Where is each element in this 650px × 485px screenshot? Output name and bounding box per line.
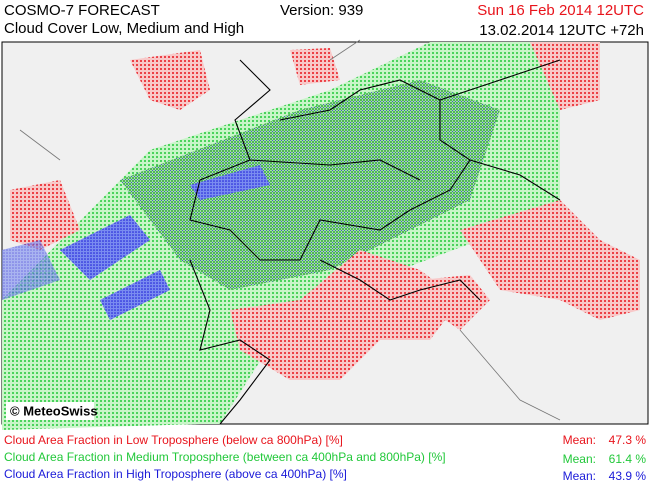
legend-label: Cloud Area Fraction in High Troposphere … xyxy=(4,467,347,481)
low-cloud xyxy=(130,50,210,110)
legend: Cloud Area Fraction in Low Troposphere (… xyxy=(4,433,646,483)
low-cloud xyxy=(420,275,490,330)
low-cloud xyxy=(230,250,460,380)
mean-value: 47.3 % xyxy=(609,433,647,447)
low-cloud xyxy=(530,42,600,110)
map: © MeteoSwiss xyxy=(1,39,649,430)
mean-label: Mean: xyxy=(563,433,596,447)
legend-label: Cloud Area Fraction in Medium Tropospher… xyxy=(4,450,446,464)
high-cloud xyxy=(100,270,170,320)
version: Version: 939 xyxy=(280,2,364,19)
high-cloud xyxy=(2,240,60,300)
low-cloud xyxy=(290,48,340,85)
model-name: COSMO-7 FORECAST xyxy=(4,2,160,19)
low-cloud xyxy=(460,200,640,320)
mean-value: 43.9 % xyxy=(609,469,647,483)
borders xyxy=(189,59,561,425)
coastlines xyxy=(19,39,561,421)
high-cloud xyxy=(190,165,270,200)
copyright-box xyxy=(6,402,94,420)
low-cloud xyxy=(10,180,80,250)
legend-label: Cloud Area Fraction in Low Troposphere (… xyxy=(4,433,343,447)
mean-label: Mean: xyxy=(563,469,596,483)
subtitle: Cloud Cover Low, Medium and High xyxy=(4,20,245,37)
copyright: © MeteoSwiss xyxy=(10,403,98,418)
mean-label: Mean: xyxy=(563,452,596,466)
mean-value: 61.4 % xyxy=(609,452,647,466)
medium-high-cloud xyxy=(120,80,500,290)
valid-time: Sun 16 Feb 2014 12UTC xyxy=(477,2,644,19)
run-time: 13.02.2014 12UTC +72h xyxy=(479,22,644,39)
high-cloud xyxy=(60,215,150,280)
